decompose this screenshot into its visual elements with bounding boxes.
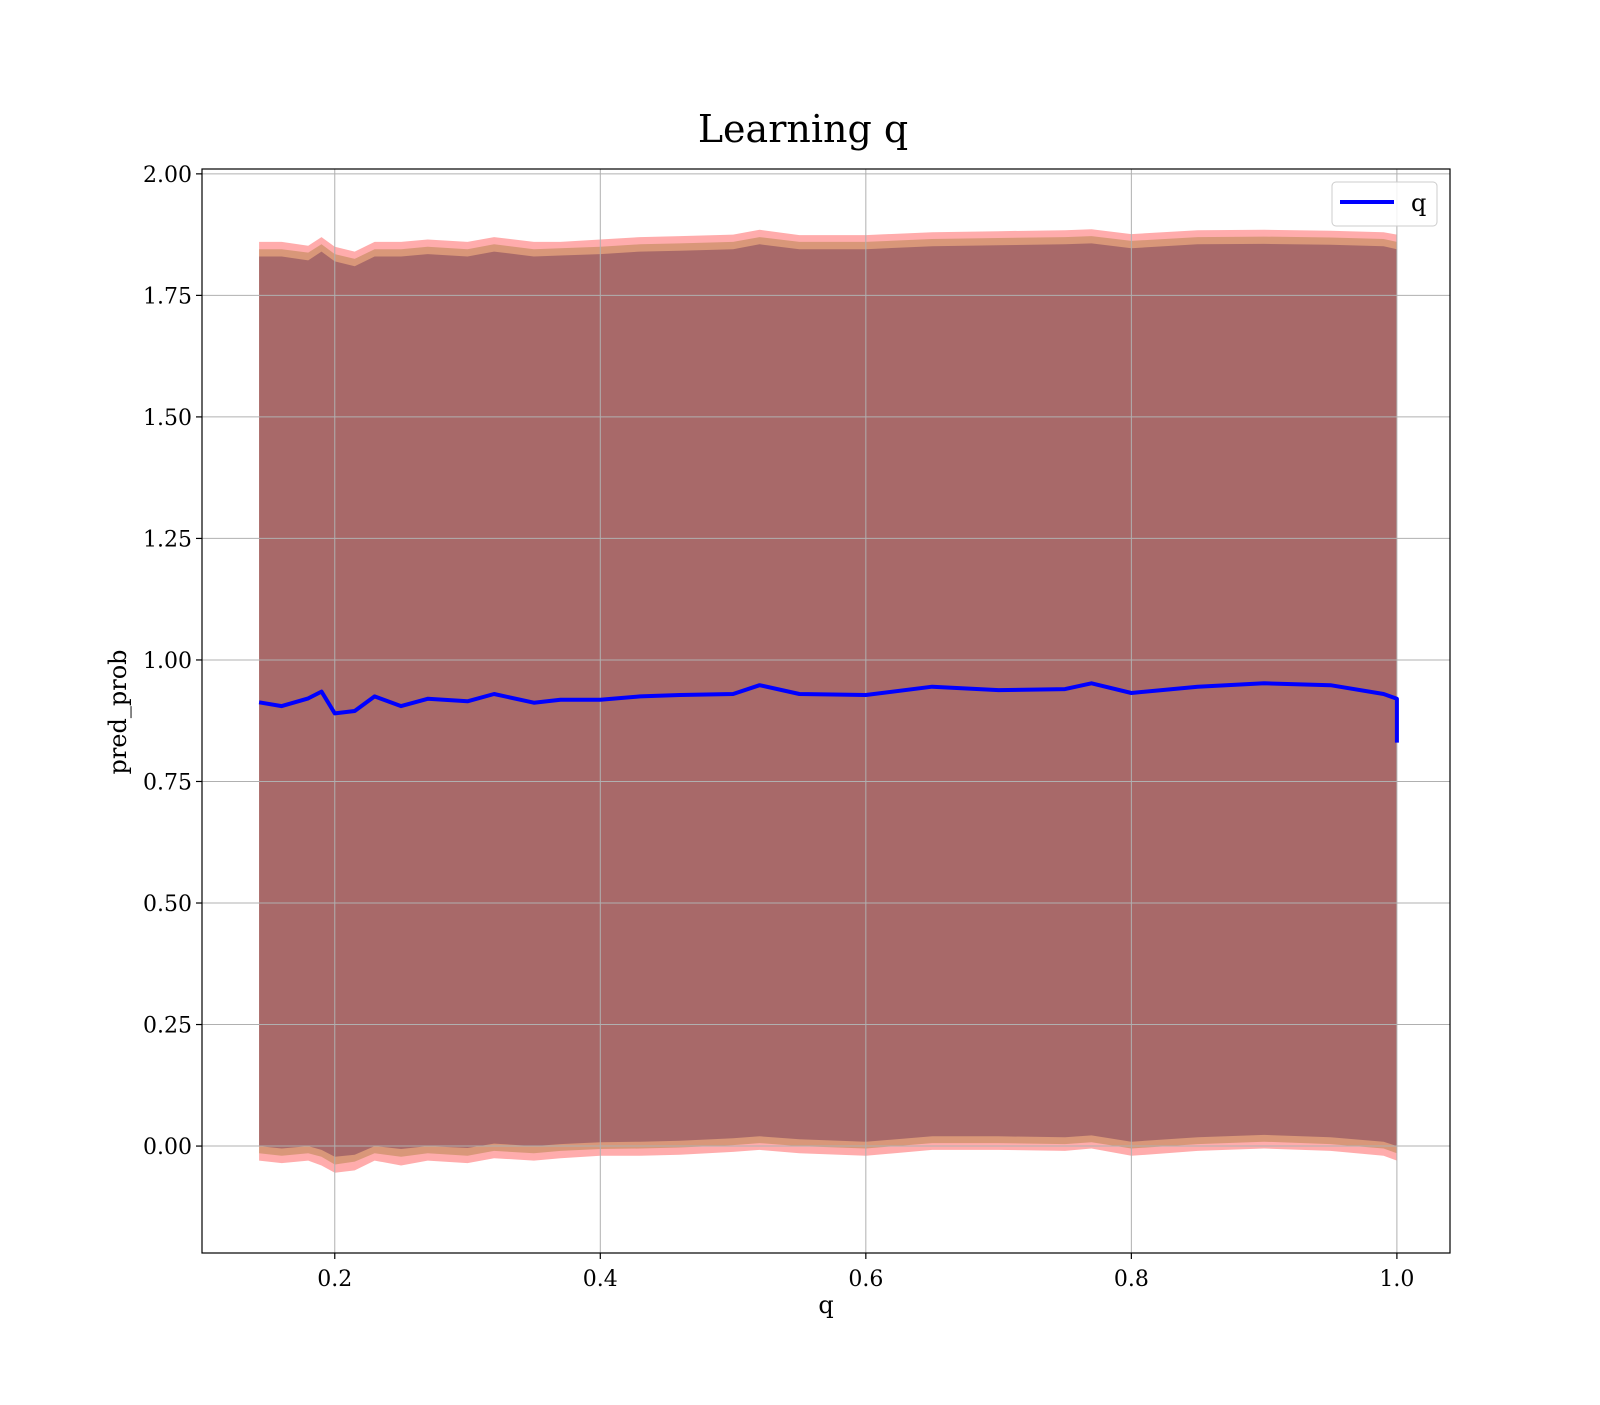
x-tick-label: 0.6 (848, 1267, 883, 1292)
x-tick-label: 0.4 (583, 1267, 618, 1292)
y-tick-label: 0.50 (143, 892, 192, 917)
y-tick-label: 0.75 (143, 770, 192, 795)
y-tick-label: 1.25 (143, 527, 192, 552)
x-tick-label: 0.2 (317, 1267, 352, 1292)
legend-label-q: q (1411, 189, 1426, 217)
legend: q (1332, 182, 1437, 226)
x-tick-label: 1.0 (1379, 1267, 1414, 1292)
x-tick-label: 0.8 (1114, 1267, 1149, 1292)
band-inner (259, 243, 1397, 1170)
x-axis-label: q (818, 1291, 833, 1319)
y-tick-label: 1.75 (143, 284, 192, 309)
y-tick-label: 0.00 (143, 1135, 192, 1160)
y-tick-label: 0.25 (143, 1014, 192, 1039)
chart-title: Learning q (698, 107, 908, 151)
y-tick-label: 1.50 (143, 406, 192, 431)
y-tick-label: 2.00 (143, 163, 192, 188)
y-axis-label: pred_prob (104, 649, 132, 774)
confidence-bands (259, 229, 1397, 1204)
y-tick-label: 1.00 (143, 649, 192, 674)
